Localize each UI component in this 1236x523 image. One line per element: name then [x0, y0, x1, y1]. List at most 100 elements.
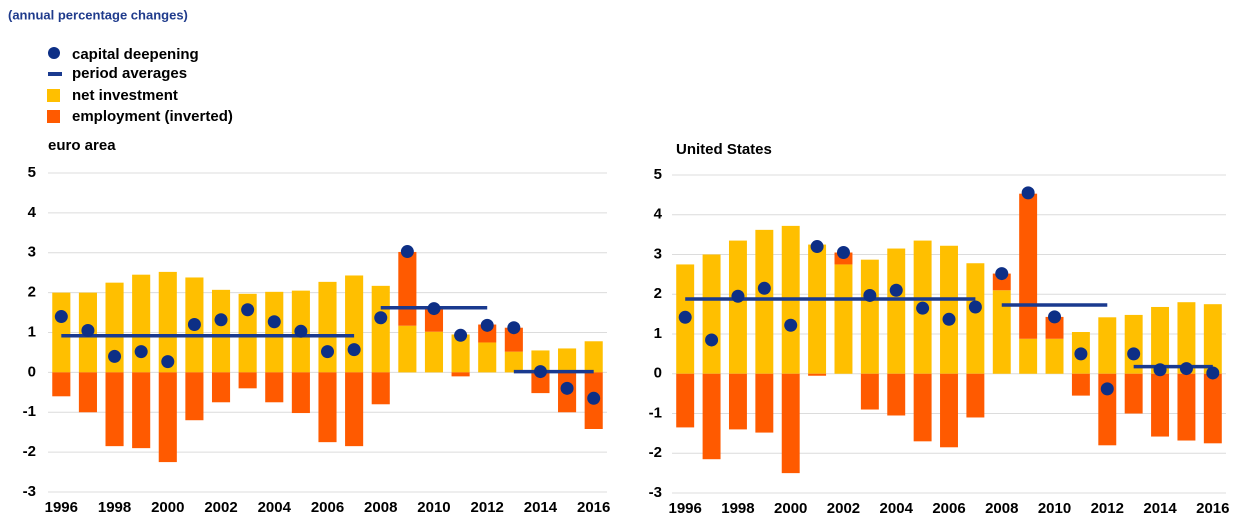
bar — [1177, 373, 1196, 441]
bar — [940, 373, 958, 448]
bar — [966, 263, 985, 374]
capital-deepening-point — [1021, 186, 1035, 200]
x-tick-label: 2002 — [827, 500, 860, 517]
y-tick-label: 3 — [654, 245, 662, 262]
y-tick-label: -3 — [649, 484, 662, 501]
bar — [478, 342, 497, 373]
bar — [238, 372, 257, 389]
bar — [371, 372, 390, 405]
bar — [992, 290, 1011, 374]
y-tick-label: 1 — [28, 323, 36, 340]
y-tick-label: 2 — [28, 284, 36, 301]
bar — [504, 351, 523, 373]
capital-deepening-point — [587, 391, 601, 405]
x-tick-label: 1996 — [669, 500, 702, 517]
y-tick-label: 0 — [654, 365, 662, 382]
legend-swatch — [48, 47, 60, 59]
y-tick-label: 5 — [654, 166, 662, 183]
bar — [808, 373, 827, 376]
bar — [158, 271, 177, 373]
bar — [558, 348, 577, 373]
bar — [702, 254, 721, 374]
x-tick-label: 2002 — [204, 499, 237, 516]
capital-deepening-point — [267, 315, 281, 329]
bar — [1151, 306, 1170, 374]
x-tick-label: 2000 — [774, 500, 807, 517]
capital-deepening-point — [678, 310, 692, 324]
bar — [211, 372, 231, 403]
capital-deepening-point — [705, 333, 719, 347]
legend-label: net investment — [72, 87, 178, 104]
capital-deepening-point — [54, 310, 68, 324]
capital-deepening-point — [108, 349, 122, 363]
bar — [185, 372, 204, 421]
subtitle: (annual percentage changes) — [8, 7, 188, 22]
capital-deepening-point — [1074, 347, 1088, 361]
bar — [265, 291, 284, 373]
bar — [860, 373, 879, 410]
legend: capital deepening period averages net in… — [47, 46, 233, 125]
capital-deepening-point — [916, 301, 930, 315]
x-tick-label: 2004 — [880, 500, 914, 517]
capital-deepening-point — [1127, 347, 1141, 361]
bar — [728, 373, 747, 430]
x-tick-label: 2004 — [258, 499, 292, 516]
bar — [52, 372, 71, 397]
y-tick-label: 4 — [654, 206, 663, 223]
x-tick-label: 1998 — [98, 499, 131, 516]
legend-label: period averages — [72, 65, 187, 82]
capital-deepening-point — [889, 283, 903, 297]
bar — [345, 275, 364, 373]
x-tick-label: 2010 — [1038, 500, 1071, 517]
bar — [78, 372, 97, 413]
bar — [265, 372, 284, 403]
capital-deepening-point — [995, 267, 1009, 281]
bar — [1124, 314, 1143, 374]
capital-deepening-point — [480, 318, 494, 332]
capital-deepening-point — [533, 365, 547, 379]
y-tick-label: -1 — [649, 404, 662, 421]
bar — [755, 373, 774, 433]
x-tick-label: 1998 — [721, 500, 754, 517]
bar — [834, 264, 853, 374]
bar — [781, 373, 800, 474]
capital-deepening-point — [374, 311, 388, 325]
bar — [531, 372, 550, 394]
bar — [105, 372, 124, 447]
bar — [105, 282, 124, 373]
capital-deepening-point — [427, 302, 441, 316]
bar — [371, 285, 390, 373]
x-tick-label: 2012 — [471, 499, 504, 516]
bar — [424, 308, 444, 332]
bar — [398, 251, 417, 326]
capital-deepening-point — [507, 321, 521, 335]
x-tick-label: 2008 — [364, 499, 397, 516]
x-tick-label: 2006 — [311, 499, 344, 516]
bar — [318, 281, 337, 373]
bar — [887, 373, 906, 416]
y-tick-label: 4 — [28, 204, 37, 221]
bar — [424, 331, 444, 373]
capital-deepening-point — [863, 288, 877, 302]
y-tick-label: -2 — [649, 444, 662, 461]
x-tick-label: 2006 — [932, 500, 965, 517]
capital-deepening-point — [400, 245, 414, 259]
capital-deepening-point — [1206, 366, 1220, 380]
bar — [345, 372, 364, 447]
capital-deepening-point — [134, 345, 148, 359]
x-tick-label: 2012 — [1091, 500, 1124, 517]
x-tick-label: 2016 — [577, 499, 610, 516]
x-tick-label: 2016 — [1196, 500, 1229, 517]
bar — [1203, 373, 1222, 444]
capital-deepening-point — [241, 303, 255, 317]
bar — [1098, 317, 1117, 374]
bar — [584, 341, 603, 373]
bar — [860, 259, 879, 374]
bar — [702, 373, 721, 460]
capital-deepening-point — [1100, 382, 1114, 396]
y-tick-label: 3 — [28, 244, 36, 261]
bar — [451, 334, 470, 373]
x-tick-label: 1996 — [45, 499, 78, 516]
bar — [1177, 302, 1196, 374]
bar — [451, 372, 470, 377]
